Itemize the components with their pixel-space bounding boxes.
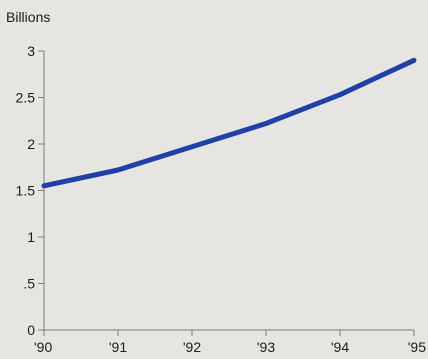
y-tick-label: 0 [27, 322, 35, 338]
y-tick-label: 2 [27, 136, 35, 152]
y-tick-label: 3 [27, 43, 35, 59]
x-tick-label: '94 [331, 339, 349, 355]
x-tick-label: '93 [257, 339, 275, 355]
x-tick-label: '90 [34, 339, 52, 355]
y-tick-label: .5 [23, 276, 35, 292]
x-tick-label: '92 [183, 339, 201, 355]
x-tick-label: '95 [408, 339, 426, 355]
y-tick-label: 1.5 [16, 183, 36, 199]
y-tick-label: 2.5 [16, 90, 36, 106]
y-axis-ticks: 0 .5 1 1.5 2 2.5 3 [16, 43, 44, 338]
series-line [41, 57, 417, 189]
series-group [41, 57, 417, 189]
y-tick-label: 1 [27, 229, 35, 245]
x-tick-label: '91 [109, 339, 127, 355]
axes [43, 51, 414, 331]
x-axis-ticks: '90 '91 '92 '93 '94 '95 [34, 330, 426, 355]
y-axis-label: Billions [6, 9, 50, 25]
